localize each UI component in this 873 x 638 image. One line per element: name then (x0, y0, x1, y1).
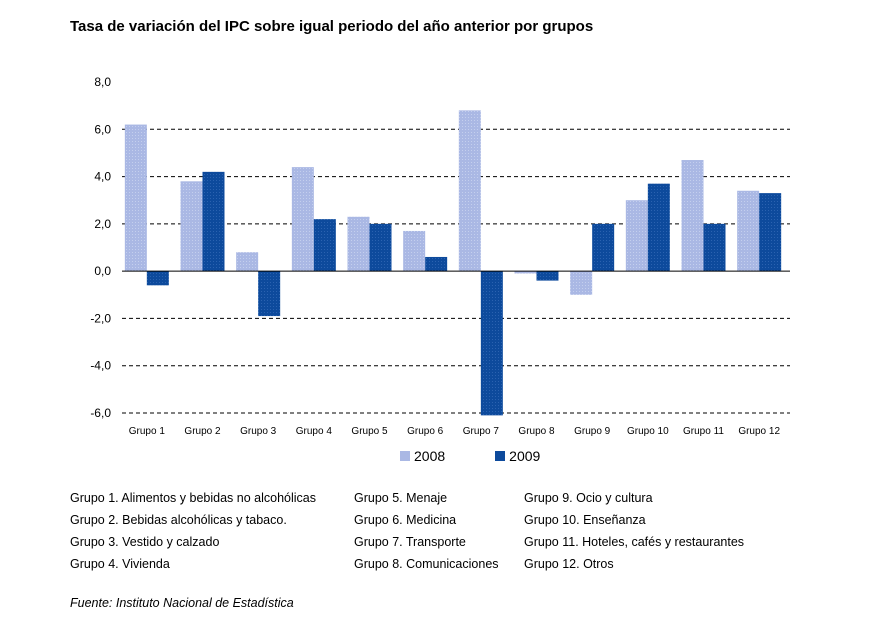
bar-2009-12 (759, 193, 782, 272)
legend-label-2009: 2009 (509, 448, 541, 464)
y-tick-label: 2,0 (94, 217, 111, 231)
group-note: Grupo 5. Menaje (354, 491, 448, 505)
y-tick-label: 0,0 (94, 264, 111, 278)
legend-swatch-2009 (495, 451, 506, 461)
bar-2008-9 (570, 271, 593, 295)
legend-item-2009: 2009 (495, 448, 540, 464)
bar-2008-1 (124, 124, 147, 272)
bar-2008-4 (291, 167, 314, 272)
x-tick-label: Grupo 3 (240, 426, 277, 437)
bar-2009-5 (369, 223, 392, 272)
group-note: Grupo 3. Vestido y calzado (70, 535, 220, 549)
group-note: Grupo 4. Vivienda (70, 557, 170, 571)
y-tick-label: 8,0 (94, 75, 111, 89)
x-tick-label: Grupo 12 (738, 426, 780, 437)
chart-title: Tasa de variación del IPC sobre igual pe… (70, 18, 594, 35)
x-tick-label: Grupo 4 (296, 426, 333, 437)
bar-2009-8 (536, 271, 559, 281)
group-notes-column-1: Grupo 1. Alimentos y bebidas no alcohóli… (70, 487, 316, 575)
bar-2008-3 (236, 252, 259, 272)
bar-2008-7 (458, 110, 481, 272)
x-tick-label: Grupo 9 (574, 426, 611, 437)
y-tick-label: 4,0 (94, 170, 111, 184)
x-tick-label: Grupo 2 (184, 426, 221, 437)
x-tick-label: Grupo 5 (351, 426, 388, 437)
bar-2009-9 (592, 223, 615, 272)
source-note: Fuente: Instituto Nacional de Estadístic… (70, 596, 294, 610)
bar-2009-4 (313, 219, 336, 272)
y-tick-label: -2,0 (90, 311, 111, 325)
bar-2008-11 (681, 160, 704, 272)
bar-2008-6 (403, 230, 426, 272)
y-tick-label: -6,0 (90, 406, 111, 420)
legend-label-2008: 2008 (414, 448, 446, 464)
chart-legend: 2008 2009 (400, 448, 540, 464)
bar-2009-11 (703, 223, 726, 272)
bar-2009-2 (202, 171, 225, 272)
group-note: Grupo 6. Medicina (354, 513, 457, 527)
x-tick-label: Grupo 10 (627, 426, 669, 437)
legend-item-2008: 2008 (400, 448, 445, 464)
bar-chart: 8,0 6,0 4,0 2,0 0,0 -2,0 -4,0 -6,0 Grupo 1 Grupo … (90, 75, 790, 437)
y-tick-label: 6,0 (94, 122, 111, 136)
x-tick-label: Grupo 8 (518, 426, 555, 437)
bar-2008-12 (737, 190, 760, 272)
x-tick-label: Grupo 1 (129, 426, 166, 437)
group-note: Grupo 2. Bebidas alcohólicas y tabaco. (70, 513, 287, 527)
bar-2009-1 (146, 271, 169, 286)
x-tick-label: Grupo 6 (407, 426, 444, 437)
bar-2008-8 (514, 271, 537, 274)
group-notes-column-2: Grupo 5. Menaje Grupo 6. Medicina Grupo … (354, 487, 499, 575)
group-note: Grupo 11. Hoteles, cafés y restaurantes (524, 535, 745, 549)
bar-2008-2 (180, 181, 203, 272)
bar-2008-5 (347, 216, 370, 272)
group-note: Grupo 10. Enseñanza (524, 513, 646, 527)
bar-2009-6 (425, 256, 448, 272)
legend-swatch-2008 (400, 451, 410, 461)
x-tick-label: Grupo 7 (463, 426, 500, 437)
group-notes-column-3: Grupo 9. Ocio y cultura Grupo 10. Enseña… (524, 487, 744, 575)
group-note: Grupo 9. Ocio y cultura (524, 491, 653, 505)
bar-2009-3 (258, 271, 281, 317)
bar-2008-10 (625, 200, 648, 272)
group-note: Grupo 8. Comunicaciones (354, 557, 499, 571)
y-tick-label: -4,0 (90, 359, 111, 373)
group-note: Grupo 1. Alimentos y bebidas no alcohóli… (70, 491, 316, 505)
x-tick-label: Grupo 11 (683, 426, 724, 437)
bar-2009-7 (480, 271, 503, 416)
bar-2009-10 (647, 183, 670, 272)
group-note: Grupo 12. Otros (524, 557, 614, 571)
group-note: Grupo 7. Transporte (354, 535, 466, 549)
